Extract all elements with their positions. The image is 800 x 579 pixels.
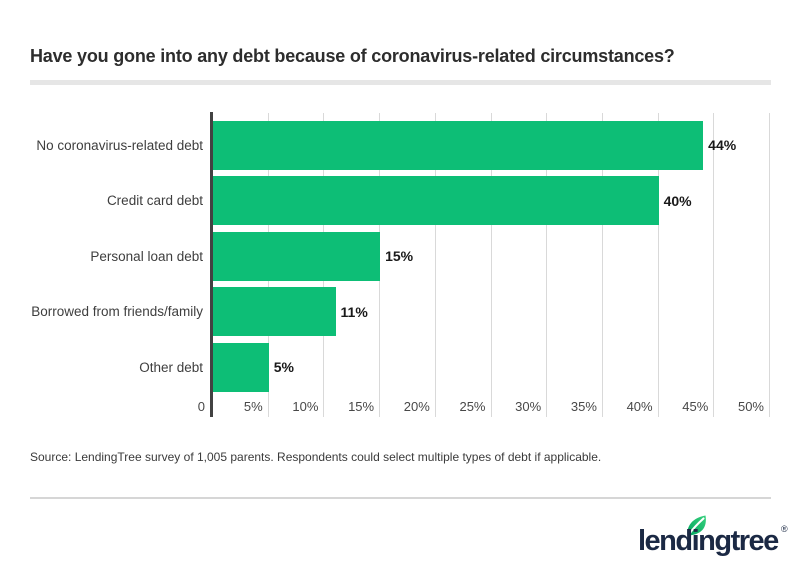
x-tick-label: 40% <box>626 399 653 414</box>
logo-wordmark: lendingtree <box>638 525 779 557</box>
source-note: Source: LendingTree survey of 1,005 pare… <box>30 450 602 464</box>
y-axis-line <box>210 112 213 417</box>
value-label: 44% <box>708 137 737 153</box>
x-tick-label: 15% <box>348 399 375 414</box>
category-label: Borrowed from friends/family <box>31 304 203 320</box>
x-tick-label: 35% <box>570 399 597 414</box>
x-tick-label: 10% <box>292 399 319 414</box>
bar-segment <box>213 231 381 281</box>
category-label: Personal loan debt <box>90 248 203 264</box>
gridline-40 <box>657 113 659 417</box>
category-label: No coronavirus-related debt <box>36 137 203 153</box>
top-divider <box>30 80 771 85</box>
bar-segment <box>213 120 704 170</box>
x-tick-label: 20% <box>403 399 430 414</box>
bar-segment <box>213 176 659 226</box>
value-label: 40% <box>663 192 692 209</box>
bar-segment <box>213 342 269 392</box>
x-tick-label: 45% <box>682 399 709 414</box>
category-label: Other debt <box>139 359 203 375</box>
gridline-25 <box>490 113 492 417</box>
value-label: 5% <box>273 359 294 376</box>
x-tick-label: 30% <box>515 399 542 414</box>
x-tick-label: 5% <box>243 399 263 414</box>
lendingtree-logo: lendingtree ® <box>638 512 796 558</box>
bottom-divider <box>30 497 771 499</box>
registered-trademark: ® <box>781 524 788 534</box>
category-label: Credit card debt <box>106 193 203 209</box>
gridline-20 <box>434 113 436 417</box>
gridline-45 <box>713 113 715 417</box>
gridline-50 <box>769 113 770 417</box>
x-tick-label: 50% <box>737 399 764 414</box>
x-tick-label: 0 <box>197 399 205 414</box>
value-label: 15% <box>385 248 414 265</box>
chart-title: Have you gone into any debt because of c… <box>30 46 675 66</box>
bar-chart: No coronavirus-related debt 44% Credit car… <box>31 112 770 417</box>
gridline-35 <box>601 113 603 417</box>
gridline-30 <box>546 113 548 417</box>
value-label: 11% <box>340 303 368 320</box>
leaf-icon <box>687 515 706 536</box>
x-tick-label: 25% <box>459 399 486 414</box>
bar-segment <box>213 287 336 337</box>
